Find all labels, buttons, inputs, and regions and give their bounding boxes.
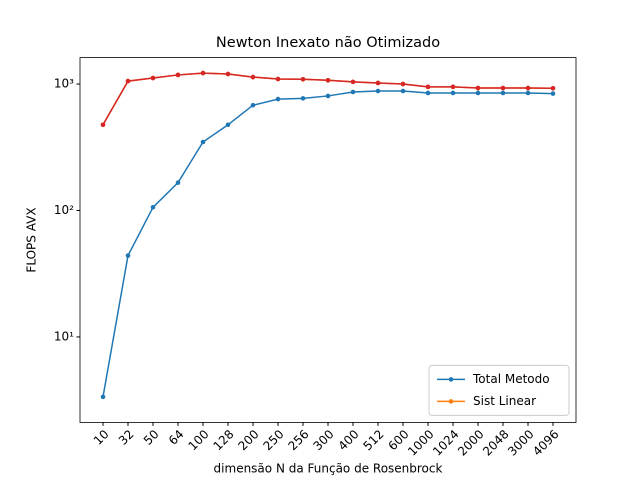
- data-point: [100, 394, 106, 400]
- data-point: [225, 122, 231, 128]
- data-point: [275, 96, 281, 102]
- data-point: [150, 204, 156, 210]
- data-point: [525, 85, 531, 91]
- chart-title: Newton Inexato não Otimizado: [216, 35, 440, 51]
- data-point: [200, 139, 206, 145]
- data-point: [450, 90, 456, 96]
- y-tick-label: 10³: [54, 77, 74, 91]
- data-point: [500, 90, 506, 96]
- data-point: [300, 96, 306, 101]
- legend-label: Sist Linear: [473, 394, 536, 408]
- data-point: [350, 79, 356, 85]
- data-point: [475, 85, 481, 91]
- data-point: [400, 81, 406, 87]
- data-point: [525, 90, 531, 96]
- legend-box: [428, 364, 570, 416]
- data-point: [500, 85, 506, 91]
- data-point: [125, 253, 131, 258]
- legend-marker: [448, 377, 454, 382]
- data-point: [150, 75, 156, 81]
- data-point: [375, 88, 381, 94]
- data-point: [375, 80, 381, 86]
- data-point: [325, 93, 331, 99]
- legend-marker: [448, 399, 454, 404]
- data-point: [250, 74, 256, 80]
- y-tick-label: 10²: [54, 203, 74, 217]
- data-point: [325, 78, 331, 83]
- data-point: [550, 91, 556, 96]
- data-point: [425, 84, 431, 90]
- data-point: [175, 180, 181, 185]
- data-point: [350, 89, 356, 95]
- y-axis-label: FLOPS AVX: [25, 207, 39, 272]
- data-point: [100, 122, 106, 128]
- legend-label: Total Metodo: [472, 372, 550, 386]
- data-point: [425, 90, 431, 96]
- plot-frame: [79, 57, 577, 423]
- data-point: [475, 90, 481, 96]
- y-tick-label: 10¹: [54, 329, 74, 343]
- data-point: [550, 86, 556, 91]
- data-point: [275, 76, 281, 82]
- data-point: [225, 71, 231, 77]
- data-point: [125, 78, 131, 84]
- data-point: [250, 102, 256, 108]
- data-point: [400, 88, 406, 94]
- data-point: [450, 84, 456, 90]
- data-point: [200, 70, 206, 76]
- data-point: [175, 72, 181, 78]
- x-axis-label: dimensão N da Função de Rosenbrock: [214, 462, 443, 476]
- data-point: [300, 76, 306, 82]
